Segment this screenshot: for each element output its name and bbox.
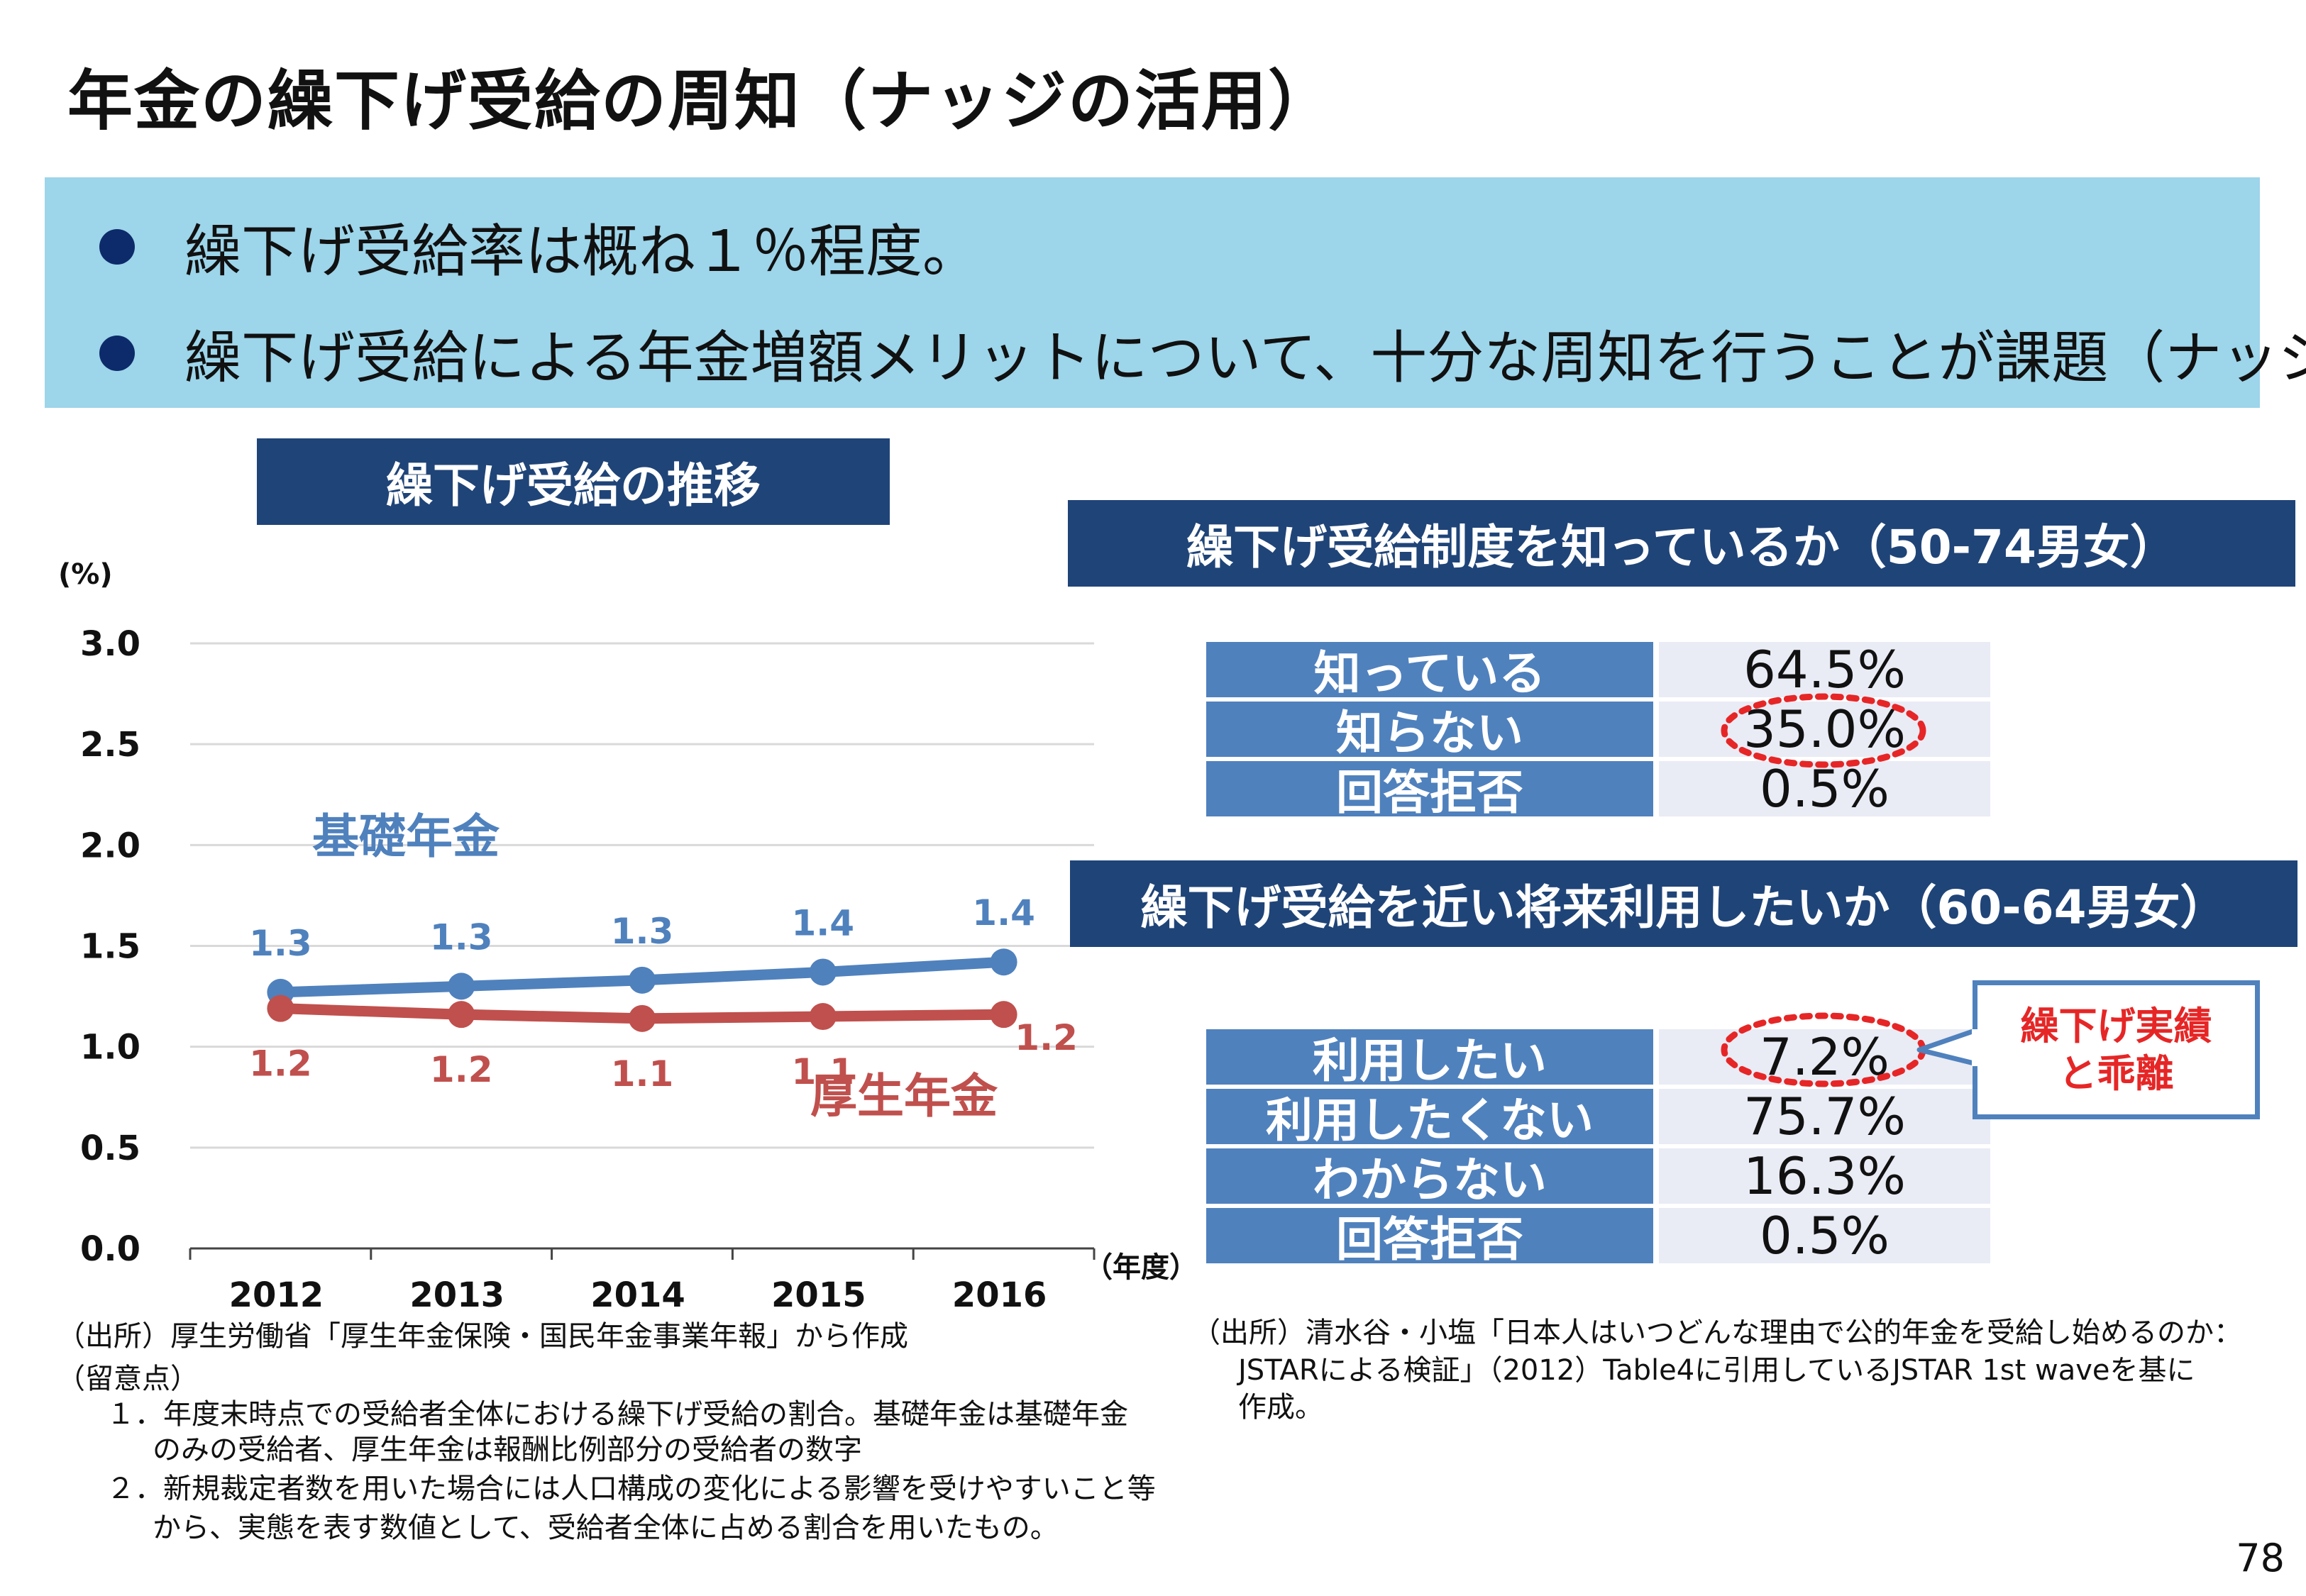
- series-label-kiso: 基礎年金: [312, 809, 500, 864]
- survey2-row-value: 16.3%: [1659, 1146, 1990, 1206]
- summary-bullet-text: 繰下げ受給による年金増額メリットについて、十分な周知を行うことが課題（ナッジ）。: [184, 325, 2306, 391]
- page-number: 78: [2236, 1536, 2285, 1580]
- source-note: JSTARによる検証」（2012）Table4に引用しているJSTAR 1st …: [1238, 1354, 2195, 1387]
- y-tick-label: 2.5: [80, 725, 140, 765]
- data-label: 1.2: [1015, 1017, 1078, 1058]
- data-label: 1.3: [611, 911, 674, 952]
- caveat-item: から、実態を表す数値として、受給者全体に占める割合を用いたもの。: [153, 1512, 1059, 1544]
- data-label: 1.2: [430, 1049, 493, 1090]
- caveat-item: ２．新規裁定者数を用いた場合には人口構成の変化による影響を受けやすいこと等: [106, 1473, 1156, 1505]
- survey2-row-label: 回答拒否: [1206, 1208, 1653, 1267]
- survey2-header: 繰下げ受給を近い将来利用したいか（60-64男女）: [1070, 860, 2297, 947]
- data-label: 1.1: [792, 1051, 855, 1092]
- data-label: 1.1: [611, 1053, 674, 1095]
- callout-line-2: と乖離: [2058, 1051, 2174, 1096]
- data-label: 1.2: [249, 1043, 312, 1085]
- data-point: [809, 1003, 837, 1031]
- source-note: 作成。: [1238, 1391, 1323, 1424]
- series-label-kosei: 厚生年金: [810, 1069, 998, 1124]
- data-point: [448, 1001, 475, 1029]
- x-tick-label: 2013: [409, 1275, 504, 1315]
- data-point: [990, 948, 1017, 976]
- data-label: 1.4: [972, 892, 1035, 933]
- survey1-row-label: 回答拒否: [1206, 761, 1653, 820]
- source-note: （出所）清水谷・小塩「日本人はいつどんな理由で公的年金を受給し始めるのか：: [1192, 1317, 2242, 1349]
- data-point: [990, 1001, 1017, 1029]
- y-tick-label: 1.5: [80, 927, 140, 967]
- callout-joint: [1972, 1029, 1979, 1066]
- caveat-item: のみの受給者、厚生年金は報酬比例部分の受給者の数字: [153, 1434, 862, 1466]
- callout-box: 繰下げ実績 と乖離: [1973, 980, 2260, 1119]
- bullet-dot-icon: [99, 336, 135, 371]
- data-point: [448, 972, 475, 1000]
- bullet-dot-icon: [99, 229, 135, 265]
- data-point: [267, 994, 294, 1022]
- source-note: （出所）厚生労働省「厚生年金保険・国民年金事業年報」から作成: [57, 1320, 908, 1353]
- data-point: [809, 958, 837, 986]
- callout-line-1: 繰下げ実績: [2020, 1003, 2212, 1048]
- caveat-heading: （留意点）: [57, 1363, 199, 1395]
- caveat-item: １．年度末時点での受給者全体における繰下げ受給の割合。基礎年金は基礎年金: [106, 1398, 1128, 1431]
- y-unit-label: (%): [58, 558, 113, 591]
- y-tick-label: 3.0: [80, 624, 140, 664]
- survey1-row-label: 知っている: [1206, 642, 1653, 701]
- data-point: [629, 966, 656, 994]
- line-chart: 0.0 0.5 1.0 1.5 2.0 2.5 3.0 2012 2013 2014 2015 201…: [58, 558, 1192, 1315]
- survey2-row-label: わからない: [1206, 1148, 1653, 1207]
- survey1-header: 繰下げ受給制度を知っているか（50-74男女）: [1068, 500, 2295, 587]
- survey2-row-value: 7.2%: [1659, 1027, 1990, 1087]
- summary-bullet-2: 繰下げ受給による年金増額メリットについて、十分な周知を行うことが課題（ナッジ）。: [99, 312, 2306, 394]
- data-label: 1.3: [249, 923, 312, 964]
- survey2-row-value: 0.5%: [1659, 1206, 1990, 1265]
- survey2-row-value: 75.7%: [1659, 1087, 1990, 1146]
- summary-bullet-1: 繰下げ受給率は概ね１％程度。: [99, 206, 979, 288]
- y-tick-label: 0.0: [80, 1229, 140, 1269]
- x-tick-label: 2016: [952, 1275, 1047, 1315]
- x-unit-label: （年度）: [1084, 1251, 1192, 1284]
- data-label: 1.4: [792, 902, 855, 943]
- data-point: [629, 1004, 656, 1032]
- y-tick-label: 1.0: [80, 1028, 140, 1068]
- chart-header: 繰下げ受給の推移: [257, 438, 890, 525]
- y-tick-label: 2.0: [80, 826, 140, 865]
- summary-box: [45, 177, 2260, 408]
- survey1-row-value: 64.5%: [1659, 640, 1990, 699]
- y-tick-label: 0.5: [80, 1129, 140, 1168]
- survey1-row-value: 0.5%: [1659, 759, 1990, 819]
- x-tick-label: 2012: [229, 1275, 324, 1315]
- survey2-row-label: 利用したい: [1206, 1029, 1653, 1088]
- survey2-row-label: 利用したくない: [1206, 1089, 1653, 1148]
- data-label: 1.3: [430, 916, 493, 958]
- survey1-row-value: 35.0%: [1659, 699, 1990, 759]
- survey1-row-label: 知らない: [1206, 702, 1653, 760]
- page-title: 年金の繰下げ受給の周知（ナッジの活用）: [67, 63, 1335, 139]
- x-tick-label: 2015: [771, 1275, 866, 1315]
- summary-bullet-text: 繰下げ受給率は概ね１％程度。: [184, 218, 979, 284]
- x-tick-label: 2014: [590, 1275, 685, 1315]
